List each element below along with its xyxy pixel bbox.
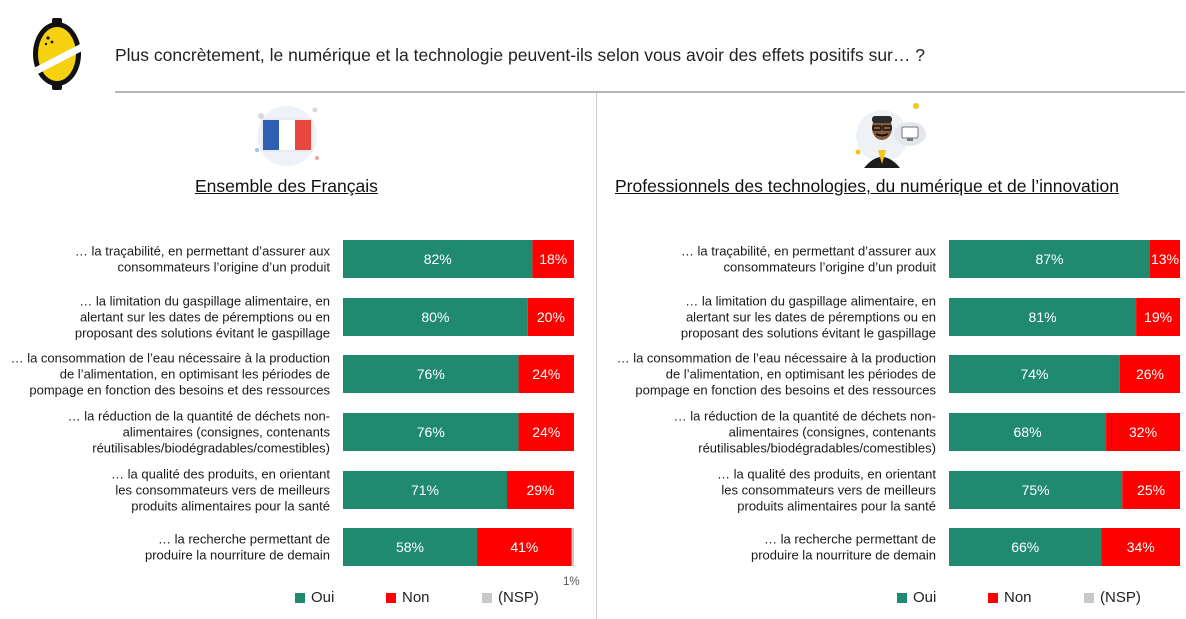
bar-segment-oui [343, 528, 477, 566]
data-label-non: 20% [537, 309, 565, 325]
data-label-non: 24% [532, 424, 560, 440]
header-divider [115, 91, 1185, 93]
legend-item-non: Non [386, 589, 430, 606]
legend-item-nsp: (NSP) [1084, 589, 1141, 606]
bar-segment-oui [343, 240, 533, 278]
legend-item-oui: Oui [295, 589, 334, 606]
category-label: … la consommation de l’eau nécessaire à … [617, 351, 937, 398]
bar-segment-oui [343, 471, 508, 509]
bar-segment-non [1106, 413, 1180, 451]
category-label: … la consommation de l’eau nécessaire à … [11, 351, 331, 398]
question-title: Plus concrètement, le numérique et la te… [115, 45, 925, 65]
data-label-non: 19% [1144, 309, 1172, 325]
data-label-oui: 80% [421, 309, 449, 325]
data-label-oui: 76% [417, 424, 445, 440]
data-label-non: 25% [1137, 482, 1165, 498]
bar-segment-oui [949, 240, 1150, 278]
legend-swatch-nsp [482, 592, 492, 603]
data-label-non: 24% [532, 366, 560, 382]
panel-ensemble-francais: Ensemble des Français … la traçabilité, … [11, 106, 574, 606]
data-label-non: 41% [510, 539, 538, 555]
category-label: … la recherche permettant de produire la … [751, 532, 936, 563]
category-label: … la qualité des produits, en orientant l… [111, 467, 330, 514]
legend-swatch-non [386, 592, 396, 603]
category-label: … la traçabilité, en permettant d’assure… [75, 244, 331, 275]
nsp-footnote-value: 1% [563, 576, 580, 588]
bar-segment-oui [949, 471, 1123, 509]
data-label-oui: 87% [1035, 251, 1063, 267]
data-label-non: 29% [526, 482, 554, 498]
bar-segment-oui [949, 298, 1137, 336]
bar-segment-oui [343, 298, 528, 336]
bar-segment-non [507, 471, 574, 509]
legend-label-non: Non [402, 589, 430, 606]
bar-segment-oui [949, 528, 1102, 566]
legend-swatch-oui [897, 592, 907, 603]
data-label-oui: 81% [1029, 309, 1057, 325]
data-label-oui: 75% [1022, 482, 1050, 498]
bar-segment-non [1122, 471, 1180, 509]
data-label-non: 32% [1129, 424, 1157, 440]
category-label: … la limitation du gaspillage alimentair… [681, 294, 936, 341]
lemon-logo-icon [30, 18, 84, 90]
bar-segment-non [476, 528, 572, 566]
bar-segment-oui [343, 413, 519, 451]
legend-item-nsp: (NSP) [482, 589, 539, 606]
legend-swatch-oui [295, 592, 305, 603]
category-label: … la traçabilité, en permettant d’assure… [681, 244, 937, 275]
french-flag-icon [255, 106, 319, 166]
data-label-non: 34% [1127, 539, 1155, 555]
category-label: … la limitation du gaspillage alimentair… [75, 294, 330, 341]
panel-divider [596, 93, 597, 619]
category-label: … la réduction de la quantité de déchets… [674, 409, 937, 456]
bar-segment-non [1136, 298, 1180, 336]
data-label-oui: 58% [396, 539, 424, 555]
tech-professional-icon [855, 103, 926, 168]
legend-label-nsp: (NSP) [1100, 589, 1141, 606]
data-label-non: 26% [1136, 366, 1164, 382]
legend-label-oui: Oui [913, 589, 937, 606]
legend-swatch-nsp [1084, 592, 1094, 603]
data-label-oui: 66% [1011, 539, 1039, 555]
bar-segment-non [1119, 355, 1180, 393]
data-label-oui: 71% [411, 482, 439, 498]
bar-segment-nsp [571, 528, 574, 566]
bar-segment-non [518, 355, 574, 393]
bar-segment-oui [949, 355, 1120, 393]
category-label: … la recherche permettant de produire la … [145, 532, 330, 563]
legend-item-non: Non [988, 589, 1032, 606]
category-label: … la qualité des produits, en orientant l… [717, 467, 936, 514]
legend-label-non: Non [1004, 589, 1032, 606]
stacked-bar-chart: … la traçabilité, en permettant d’assure… [11, 240, 574, 566]
bar-segment-non [1101, 528, 1180, 566]
bar-segment-non [518, 413, 574, 451]
data-label-oui: 74% [1020, 366, 1048, 382]
legend-label-nsp: (NSP) [498, 589, 539, 606]
data-label-oui: 76% [417, 366, 445, 382]
category-label: … la réduction de la quantité de déchets… [68, 409, 331, 456]
data-label-non: 18% [539, 251, 567, 267]
legend-label-oui: Oui [311, 589, 335, 606]
stacked-bar-chart: … la traçabilité, en permettant d’assure… [617, 240, 1180, 566]
bar-segment-non [527, 298, 574, 336]
bar-segment-non [532, 240, 574, 278]
panel-title: Ensemble des Français [195, 176, 378, 196]
bar-segment-non [1149, 240, 1180, 278]
panel-title: Professionnels des technologies, du numé… [615, 176, 1119, 196]
bar-segment-oui [949, 413, 1107, 451]
panel-professionnels: Professionnels des technologies, du numé… [596, 0, 1186, 619]
data-label-oui: 68% [1014, 424, 1042, 440]
bar-segment-oui [343, 355, 519, 393]
data-label-oui: 82% [424, 251, 452, 267]
legend-swatch-non [988, 592, 998, 603]
data-label-non: 13% [1151, 251, 1179, 267]
legend-item-oui: Oui [897, 589, 936, 606]
